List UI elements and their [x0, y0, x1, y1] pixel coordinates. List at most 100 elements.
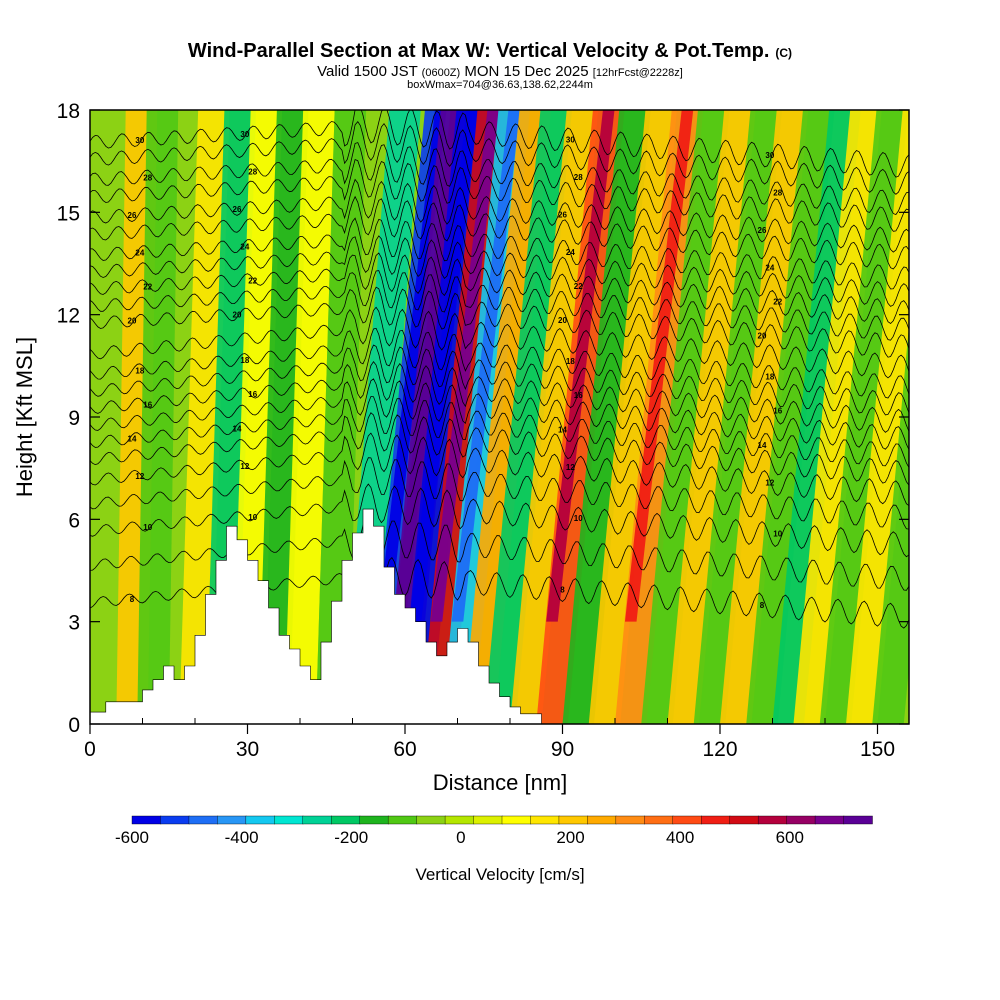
colorbar-swatch — [188, 815, 219, 825]
velocity-band — [315, 110, 367, 724]
contour-label: 22 — [773, 298, 782, 307]
x-tick-label: 120 — [702, 738, 737, 761]
contour-label: 18 — [765, 373, 774, 382]
contour-label: 22 — [143, 283, 152, 292]
contour-label: 14 — [128, 434, 137, 443]
contour-label: 20 — [128, 317, 137, 326]
theta-contour — [90, 378, 909, 450]
colorbar-swatch — [416, 815, 446, 825]
contour-label: 26 — [233, 205, 242, 214]
contour-label: 18 — [135, 366, 144, 375]
x-tick-label: 90 — [551, 738, 574, 761]
colorbar-swatch — [302, 815, 332, 825]
theta-contour — [90, 252, 909, 325]
x-tick-label: 30 — [236, 738, 259, 761]
theta-contour — [90, 217, 909, 290]
colorbar-swatch — [359, 815, 389, 825]
contour-label: 22 — [574, 282, 583, 291]
colorbar-swatch — [501, 815, 532, 825]
colorbar-tick-label: -400 — [225, 828, 259, 847]
contour-label: 10 — [248, 513, 257, 522]
contour-label: 8 — [760, 601, 765, 610]
contour-label: 28 — [773, 188, 782, 197]
velocity-band — [510, 110, 599, 724]
colorbar-swatch — [729, 815, 759, 825]
colorbar-swatch — [530, 815, 560, 825]
contour-label: 12 — [566, 463, 575, 472]
theta-contour — [90, 396, 909, 468]
velocity-band — [667, 110, 756, 724]
velocity-band — [258, 110, 309, 724]
y-tick-label: 6 — [68, 509, 80, 532]
colorbar-swatch — [672, 815, 702, 825]
velocity-band — [284, 110, 335, 724]
colorbar-swatch — [644, 815, 674, 825]
colorbar-swatch — [217, 815, 247, 825]
contour-label: 20 — [758, 332, 767, 341]
colorbar: -600 -400 -200 0 200 400 600 — [115, 815, 873, 847]
contour-label: 26 — [758, 226, 767, 235]
theta-contour — [90, 110, 909, 178]
y-tick-label: 3 — [68, 612, 80, 635]
contour-label: 10 — [143, 523, 152, 532]
y-axis: 0 3 6 9 12 15 18 — [57, 100, 909, 737]
y-tick-label: 0 — [68, 714, 80, 737]
colorbar-swatch — [131, 815, 162, 825]
colorbar-swatch — [444, 815, 475, 825]
contour-label: 30 — [566, 135, 575, 144]
contour-label: 12 — [765, 478, 774, 487]
y-axis-title: Height [Kft MSL] — [12, 337, 37, 497]
contour-label: 20 — [233, 311, 242, 320]
colorbar-swatch — [615, 815, 646, 825]
colorbar-swatch — [331, 815, 361, 825]
theta-contour — [90, 121, 909, 195]
theta-contour — [90, 142, 909, 215]
colorbar-swatch — [160, 815, 190, 825]
theta-contour — [90, 327, 909, 399]
contour-label: 8 — [560, 586, 565, 595]
potential-temperature-contours: 8888101010101212121214141414161616161818… — [90, 110, 909, 629]
contour-label: 14 — [233, 424, 242, 433]
theta-contour — [90, 178, 909, 253]
x-tick-label: 0 — [84, 738, 96, 761]
contour-label: 16 — [143, 400, 152, 409]
colorbar-swatch — [387, 815, 418, 825]
x-axis: 0 30 60 90 120 150 — [84, 718, 895, 761]
velocity-band — [641, 110, 730, 724]
contour-label: 12 — [240, 462, 249, 471]
contour-label: 30 — [135, 136, 144, 145]
velocity-band — [588, 110, 677, 724]
velocity-band — [179, 110, 230, 724]
contour-label: 8 — [130, 595, 135, 604]
velocity-core — [451, 110, 520, 622]
x-tick-label: 150 — [860, 738, 895, 761]
contour-label: 16 — [248, 390, 257, 399]
colorbar-title: Vertical Velocity [cm/s] — [415, 865, 584, 884]
y-tick-label: 12 — [57, 305, 80, 328]
theta-contour — [90, 270, 909, 341]
velocity-band — [846, 110, 909, 724]
velocity-core — [624, 110, 694, 622]
colorbar-tick-label: 200 — [556, 828, 584, 847]
contour-label: 30 — [240, 130, 249, 139]
y-tick-label: 9 — [68, 407, 80, 430]
colorbar-tick-label: 0 — [456, 828, 465, 847]
theta-contour — [90, 457, 909, 530]
colorbar-tick-label: -600 — [115, 828, 149, 847]
contour-label: 18 — [566, 357, 575, 366]
velocity-band — [793, 110, 882, 724]
colorbar-swatch — [245, 815, 276, 825]
contour-label: 28 — [143, 173, 152, 182]
contour-label: 18 — [240, 356, 249, 365]
x-axis-title: Distance [nm] — [433, 770, 568, 795]
theta-contour — [90, 195, 909, 270]
colorbar-tick-label: 600 — [776, 828, 804, 847]
theta-contour — [90, 286, 909, 358]
theta-contour — [90, 344, 909, 416]
contour-label: 14 — [558, 425, 567, 434]
contour-label: 24 — [765, 263, 774, 272]
theta-contour — [90, 432, 909, 507]
colorbar-tick-label: -200 — [334, 828, 368, 847]
contour-label: 24 — [240, 242, 249, 251]
theta-contour — [90, 235, 909, 307]
